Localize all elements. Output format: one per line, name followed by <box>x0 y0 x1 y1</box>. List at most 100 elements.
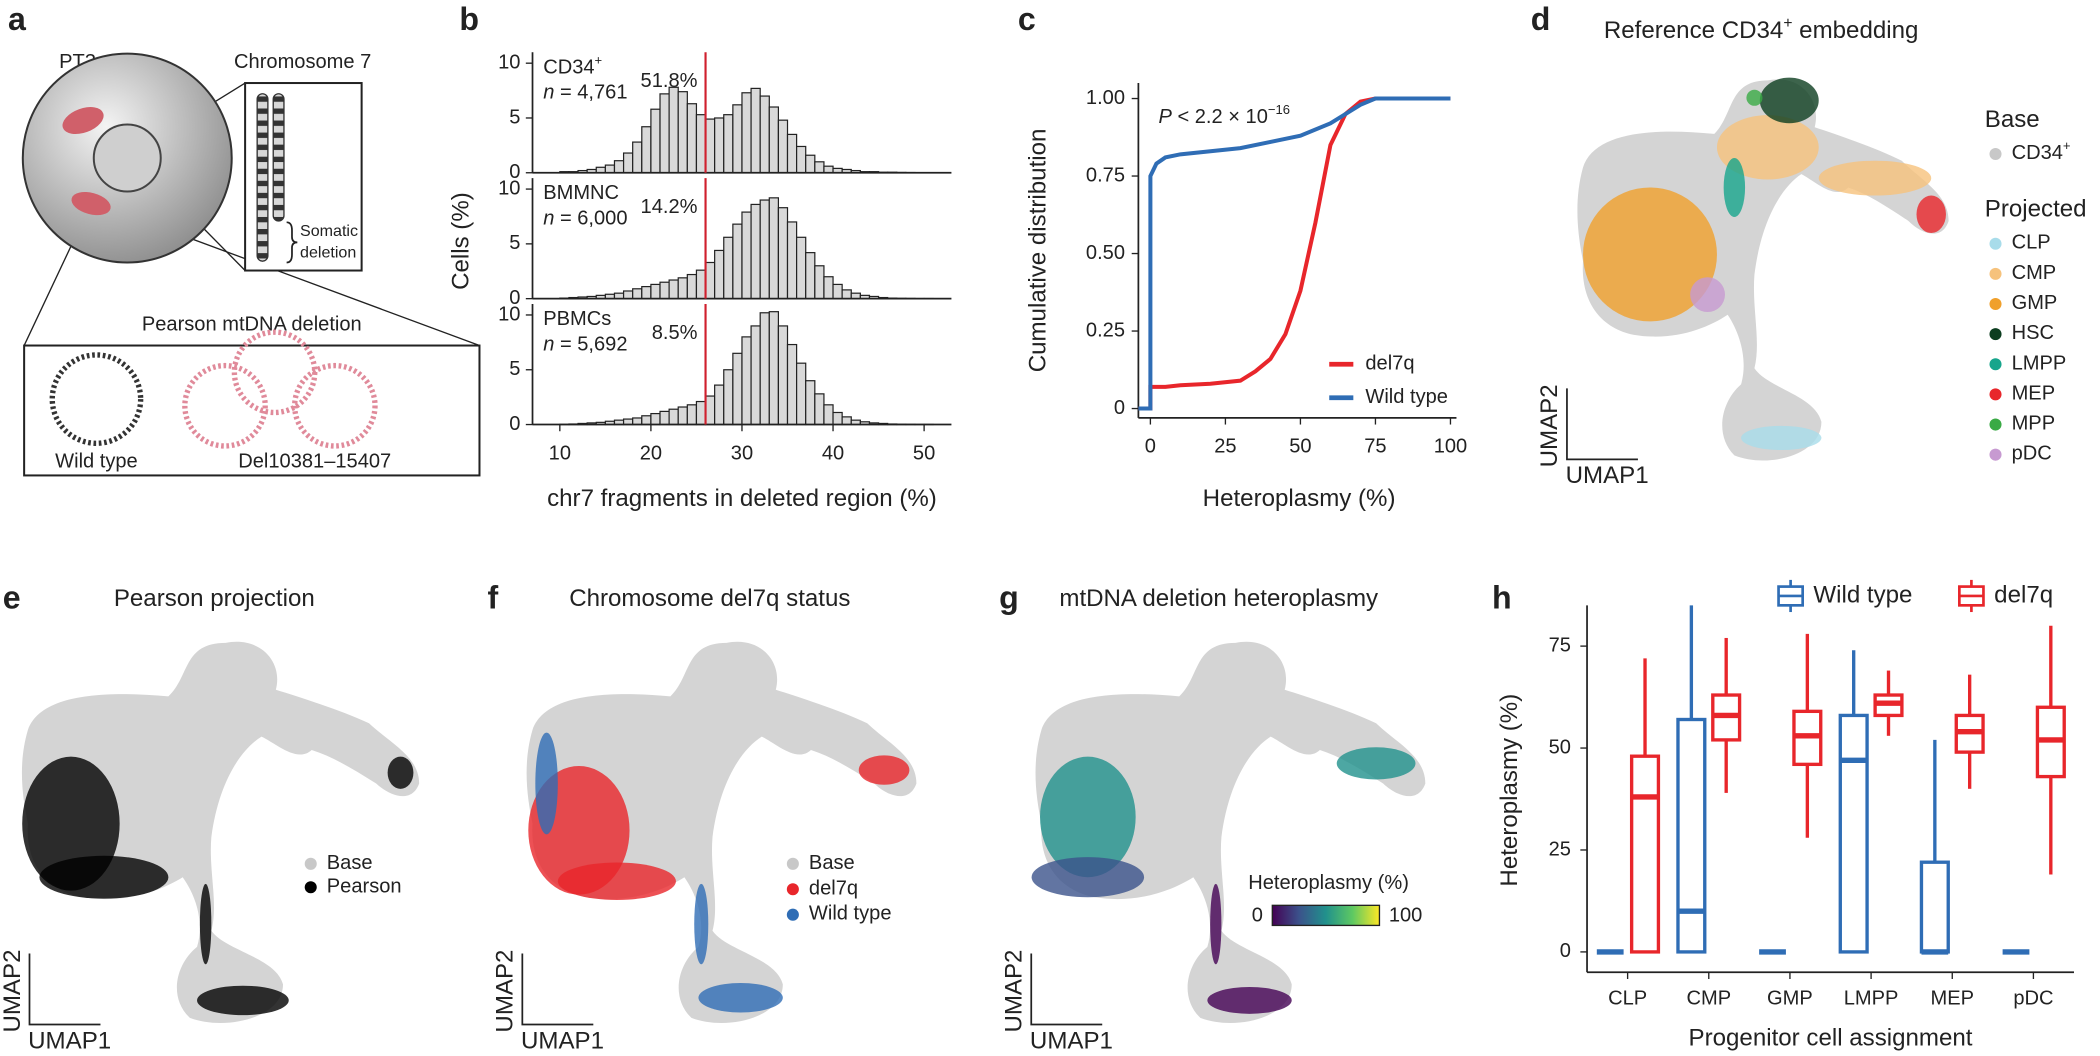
histogram-bar <box>714 117 725 174</box>
y-tick-label: 0.50 <box>1086 242 1125 264</box>
cell-cluster <box>199 883 212 965</box>
histogram-bar <box>704 261 716 300</box>
histogram-bar <box>632 288 643 300</box>
umap <box>21 641 420 1023</box>
cell-cluster <box>694 883 709 965</box>
histogram-bar <box>786 133 798 174</box>
box <box>1629 754 1661 954</box>
sample-size-part: = 4,761 <box>554 82 627 104</box>
y-tick-label: 0 <box>1560 940 1571 962</box>
histogram-bar <box>750 87 761 174</box>
histogram-bar <box>650 283 661 300</box>
histogram-bar <box>695 400 707 426</box>
y-tick-label: 75 <box>1549 634 1571 656</box>
legend-label: Base <box>809 852 855 874</box>
legend-label-part: del7q <box>809 878 858 900</box>
x-tick-label: 75 <box>1364 436 1386 458</box>
histogram-bar <box>832 283 843 300</box>
sample-size: n = 4,761 <box>543 82 627 104</box>
legend-label: Base <box>327 852 373 874</box>
x-tick-label: CMP <box>1686 987 1731 1009</box>
histogram-bar <box>759 199 770 300</box>
x-tick-label: pDC <box>2013 987 2053 1009</box>
bracket <box>286 221 298 264</box>
umap-axes <box>521 953 594 1026</box>
cell-cluster <box>1583 187 1717 322</box>
histogram-bar <box>777 119 789 174</box>
legend-label: MEP <box>2012 383 2056 405</box>
y-tick-label: 5 <box>509 106 520 128</box>
legend-swatch <box>1989 388 2002 401</box>
legend-label: Pearson <box>327 876 402 898</box>
legend-swatch <box>1989 237 2002 250</box>
legend-label-part: Wild type <box>809 903 892 925</box>
histogram-bar <box>686 103 698 174</box>
histogram-bar <box>750 203 761 300</box>
cell-cluster <box>1336 747 1416 780</box>
x-tick-label: GMP <box>1767 987 1813 1009</box>
legend-label: del7q <box>1365 353 1414 375</box>
legend-label-part: MPP <box>2012 413 2056 435</box>
umap-axes <box>1030 953 1103 1026</box>
legend-swatch <box>1989 147 2002 161</box>
histogram-bar <box>622 290 634 300</box>
legend-label: MPP <box>2012 413 2056 435</box>
sample-size-part: = 5,692 <box>554 334 627 356</box>
x-tick-label: 25 <box>1214 436 1236 458</box>
cell-cluster <box>858 755 910 785</box>
x-axis-title: Heteroplasmy (%) <box>1203 485 1396 512</box>
histogram-bar <box>805 154 816 174</box>
colorbar-tick-label: 100 <box>1389 904 1422 926</box>
histogram-bar <box>650 412 661 426</box>
histogram-bar <box>668 408 679 426</box>
legend-swatch <box>786 857 799 870</box>
histogram-bar <box>796 145 807 174</box>
histogram-bar <box>641 415 652 426</box>
histogram-bar <box>823 165 834 174</box>
sample-name-part: PBMCs <box>543 308 611 330</box>
histogram-bar <box>796 362 807 426</box>
histogram-bar <box>741 336 752 426</box>
legend-label: CD34+ <box>2012 138 2071 164</box>
histogram-bar <box>613 160 625 174</box>
sample-name-part: + <box>595 52 603 67</box>
cell-cluster <box>1818 160 1932 196</box>
histogram-bar <box>714 249 725 300</box>
panel-title-part: Pearson projection <box>114 585 315 612</box>
histogram-bar <box>714 384 725 426</box>
panel-letter: c <box>1018 1 1036 37</box>
cell-cluster <box>1040 756 1136 878</box>
panel-title-part: Reference CD34 <box>1604 18 1783 45</box>
chromosome <box>272 93 285 222</box>
histogram-bar <box>786 221 798 300</box>
legend-title: Projected <box>1985 196 2087 223</box>
sample-name: CD34+ <box>543 52 602 78</box>
box <box>1838 713 1869 954</box>
legend-label: LMPP <box>2012 353 2067 375</box>
mtdna-circle <box>49 352 144 446</box>
histogram-bar <box>641 126 652 174</box>
legend-label: GMP <box>2012 292 2058 314</box>
sample-name: BMMNC <box>543 182 619 204</box>
x-tick-label: 20 <box>640 442 662 464</box>
histogram-bar <box>632 141 643 174</box>
panel-title-part: + <box>1783 15 1792 32</box>
histogram-bar <box>759 312 770 426</box>
panel-title: Reference CD34+ embedding <box>1604 15 1919 45</box>
y-tick-label: 0 <box>509 413 520 435</box>
fraction-label: 14.2% <box>641 196 698 218</box>
mitochondrion <box>71 191 111 216</box>
histogram-bar <box>732 223 743 300</box>
annotation: P < 2.2 × 10−16 <box>1158 102 1290 128</box>
y-tick-label: 0.75 <box>1086 164 1125 186</box>
x-axis-title: UMAP1 <box>521 1027 604 1054</box>
histogram-bar <box>641 285 652 300</box>
x-axis-title: Progenitor cell assignment <box>1689 1025 1973 1052</box>
umap <box>526 641 917 1023</box>
x-axis-title: UMAP1 <box>28 1027 111 1054</box>
legend-label: del7q <box>809 878 858 900</box>
y-axis-title: Cells (%) <box>447 192 474 290</box>
histogram-bar <box>695 269 707 300</box>
fraction-label: 51.8% <box>641 70 698 92</box>
legend-label: Wild type <box>1813 581 1912 608</box>
